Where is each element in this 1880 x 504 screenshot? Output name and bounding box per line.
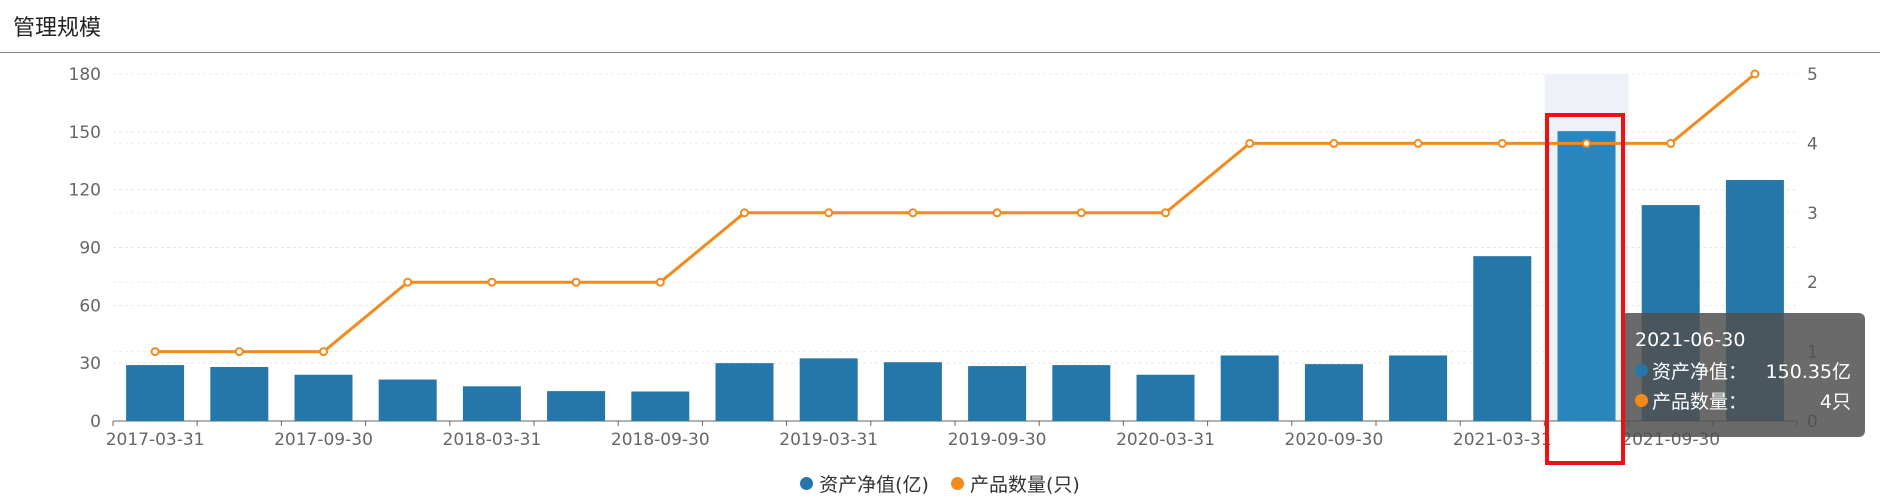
point-product-count [1076, 208, 1086, 218]
bar-net-asset [210, 367, 269, 421]
tooltip-dot-count [1635, 394, 1648, 407]
y-right-tick-label: 3 [1807, 204, 1818, 224]
point-product-count [234, 347, 244, 357]
x-tick-label: 2017-03-31 [106, 430, 205, 450]
point-product-count [1582, 138, 1591, 148]
bar-net-asset [799, 358, 858, 421]
bar-net-asset [462, 386, 521, 421]
chart-legend: 资产净值(亿) 产品数量(只) [0, 470, 1880, 497]
bar-net-asset [631, 391, 690, 421]
bar-net-asset [1557, 131, 1616, 421]
point-product-count [319, 347, 328, 357]
bar-net-asset [378, 379, 437, 421]
y-right-tick-label: 2 [1807, 273, 1818, 293]
legend-label-count: 产品数量(只) [970, 474, 1080, 496]
tooltip-label-count: 产品数量： [1652, 391, 1748, 413]
bar-net-asset [883, 362, 942, 421]
legend-dot-nav [800, 477, 814, 490]
point-product-count [1413, 138, 1423, 148]
tooltip-dot-nav [1635, 364, 1648, 377]
management-scale-chart: 03060901201501800123452017-03-312017-09-… [69, 65, 1818, 450]
x-tick-label: 2020-03-31 [1116, 430, 1215, 450]
x-tick-label: 2021-03-31 [1453, 430, 1552, 450]
y-right-tick-label: 5 [1807, 65, 1818, 85]
bar-net-asset [1220, 355, 1279, 421]
point-product-count [655, 277, 665, 287]
y-left-tick-label: 120 [69, 181, 101, 201]
legend-item-nav[interactable]: 资产净值(亿) [800, 470, 929, 497]
x-tick-label: 2018-03-31 [443, 430, 542, 450]
point-product-count [992, 208, 1002, 218]
point-product-count [571, 277, 581, 287]
tooltip-value-nav: 150.35亿 [1765, 361, 1851, 383]
y-left-tick-label: 30 [79, 354, 101, 374]
point-product-count [1666, 138, 1676, 148]
tooltip-label-nav: 资产净值： [1652, 361, 1748, 383]
x-tick-label: 2018-09-30 [611, 430, 710, 450]
legend-label-nav: 资产净值(亿) [819, 474, 929, 496]
chart-header: 管理规模 [0, 0, 1880, 53]
point-product-count [1161, 208, 1170, 218]
x-tick-label: 2020-09-30 [1285, 430, 1384, 450]
legend-item-count[interactable]: 产品数量(只) [951, 470, 1080, 497]
tooltip-row-nav: 资产净值： 150.35亿 [1635, 357, 1851, 387]
line-product-count [155, 72, 1756, 354]
bar-net-asset [126, 365, 185, 421]
tooltip-row-count: 产品数量： 4只 [1635, 387, 1851, 417]
x-tick-label: 2019-09-30 [948, 430, 1047, 450]
page-title: 管理规模 [13, 16, 102, 41]
bar-net-asset [1473, 256, 1532, 421]
point-product-count [150, 347, 160, 357]
bar-net-asset [294, 374, 353, 421]
y-left-tick-label: 150 [69, 123, 101, 143]
x-tick-label: 2019-03-31 [779, 430, 878, 450]
point-product-count [403, 277, 413, 287]
y-left-tick-label: 180 [69, 65, 101, 85]
y-left-tick-label: 90 [79, 239, 101, 259]
point-product-count [908, 208, 918, 218]
legend-dot-count [951, 477, 965, 490]
bar-net-asset [968, 366, 1027, 421]
bar-net-asset [715, 363, 774, 421]
y-left-tick-label: 0 [90, 412, 101, 432]
point-product-count [1329, 138, 1339, 148]
chart-tooltip: 2021-06-30 资产净值： 150.35亿 产品数量： 4只 [1621, 313, 1865, 437]
bar-net-asset [547, 391, 606, 421]
point-product-count [740, 208, 749, 218]
point-product-count [824, 208, 834, 218]
highlight-box [1545, 113, 1625, 465]
point-product-count [1497, 138, 1507, 148]
tooltip-date: 2021-06-30 [1635, 329, 1746, 351]
bar-net-asset [1052, 365, 1111, 421]
point-product-count [1750, 69, 1760, 79]
bar-net-asset [1304, 364, 1363, 421]
bar-net-asset [1389, 355, 1448, 421]
point-product-count [487, 277, 497, 287]
x-tick-label: 2017-09-30 [274, 430, 373, 450]
bar-net-asset [1136, 374, 1195, 421]
point-product-count [1245, 138, 1255, 148]
tooltip-value-count: 4只 [1819, 391, 1851, 413]
y-left-tick-label: 60 [79, 296, 101, 316]
y-right-tick-label: 4 [1807, 134, 1818, 154]
